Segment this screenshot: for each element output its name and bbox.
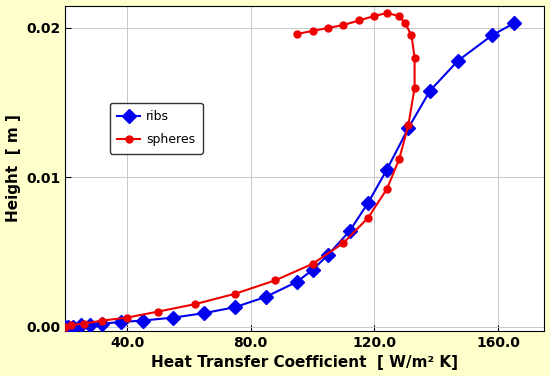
spheres (99, 318, 106, 323)
Line: ribs: ribs (60, 18, 519, 331)
ribs (78, 323, 84, 327)
ribs (455, 59, 461, 63)
ribs (62, 324, 69, 329)
Line: spheres: spheres (62, 9, 418, 330)
spheres (405, 123, 412, 127)
spheres (62, 324, 69, 329)
spheres (411, 85, 418, 90)
spheres (396, 157, 403, 162)
ribs (488, 33, 495, 38)
ribs (170, 315, 177, 320)
ribs (139, 318, 146, 323)
ribs (65, 324, 72, 329)
spheres (365, 215, 371, 220)
ribs (70, 324, 76, 329)
spheres (272, 278, 279, 282)
ribs (346, 229, 353, 233)
spheres (309, 262, 316, 266)
spheres (340, 23, 347, 27)
spheres (192, 302, 199, 306)
spheres (68, 323, 75, 327)
spheres (340, 241, 347, 245)
ribs (405, 126, 412, 130)
ribs (232, 305, 239, 309)
spheres (396, 14, 403, 18)
spheres (411, 56, 418, 60)
ribs (118, 320, 124, 324)
spheres (232, 291, 239, 296)
spheres (155, 309, 161, 314)
ribs (365, 200, 371, 205)
spheres (402, 21, 409, 26)
spheres (356, 18, 362, 23)
spheres (294, 32, 300, 36)
ribs (510, 21, 517, 26)
Y-axis label: Height  [ m ]: Height [ m ] (6, 114, 20, 222)
X-axis label: Heat Transfer Coefficient  [ W/m² K]: Heat Transfer Coefficient [ W/m² K] (151, 355, 458, 370)
ribs (263, 294, 270, 299)
Legend: ribs, spheres: ribs, spheres (110, 103, 203, 154)
spheres (80, 321, 87, 326)
spheres (309, 29, 316, 33)
ribs (99, 321, 106, 326)
ribs (87, 323, 94, 327)
spheres (408, 33, 415, 38)
ribs (201, 311, 208, 315)
spheres (383, 187, 390, 191)
spheres (383, 11, 390, 15)
spheres (371, 14, 378, 18)
ribs (383, 168, 390, 172)
ribs (324, 253, 331, 257)
ribs (309, 268, 316, 272)
spheres (324, 26, 331, 30)
spheres (124, 315, 130, 320)
ribs (427, 88, 433, 93)
ribs (294, 279, 300, 284)
